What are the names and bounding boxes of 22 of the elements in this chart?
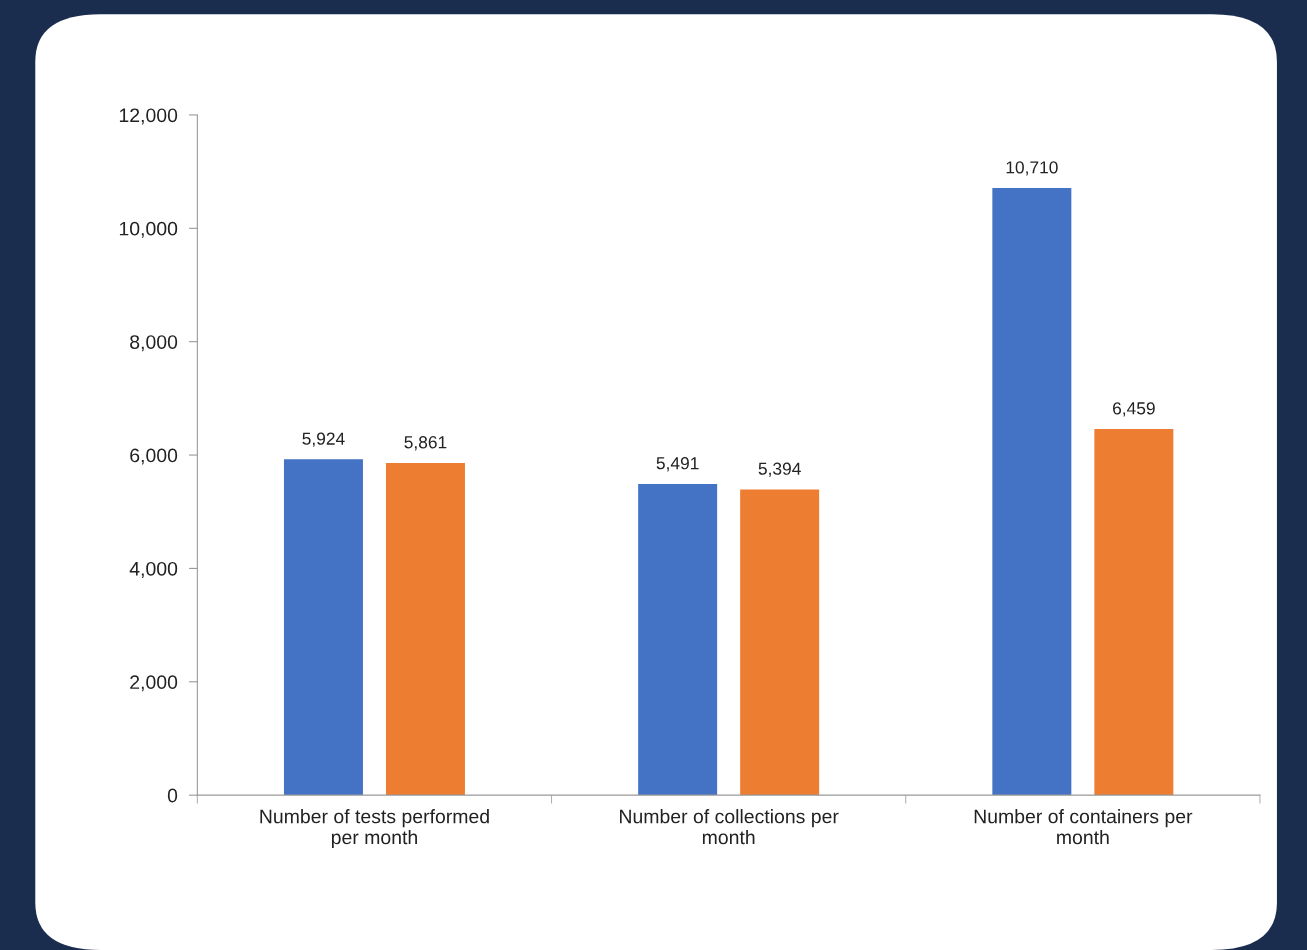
bar: [1094, 429, 1174, 796]
y-tick-label: 4,000: [129, 561, 178, 578]
bar: [638, 483, 718, 796]
y-tick-label: 8,000: [130, 335, 178, 352]
x-tick-label: Number of tests performed per month: [260, 809, 489, 849]
y-tick-label: 10,000: [119, 221, 178, 238]
x-tick-label: Number of collections per month: [620, 809, 839, 845]
text: 5,394: [758, 462, 801, 477]
text: 5,861: [404, 436, 447, 451]
x-tick-label: Number of containers per month: [974, 809, 1193, 845]
y-tick-label: 0: [167, 788, 178, 803]
bar: [992, 188, 1072, 796]
y-tick-label: 6,000: [130, 448, 178, 465]
y-tick-label: 12,000: [119, 108, 178, 125]
bar: [740, 489, 820, 796]
y-tick-label: 2,000: [130, 675, 178, 692]
text: 5,491: [656, 457, 699, 472]
text: 6,459: [1113, 402, 1155, 417]
text: 5,924: [302, 432, 345, 447]
bar: [283, 459, 363, 796]
text: 10,710: [1006, 161, 1058, 176]
bar: [385, 462, 465, 796]
